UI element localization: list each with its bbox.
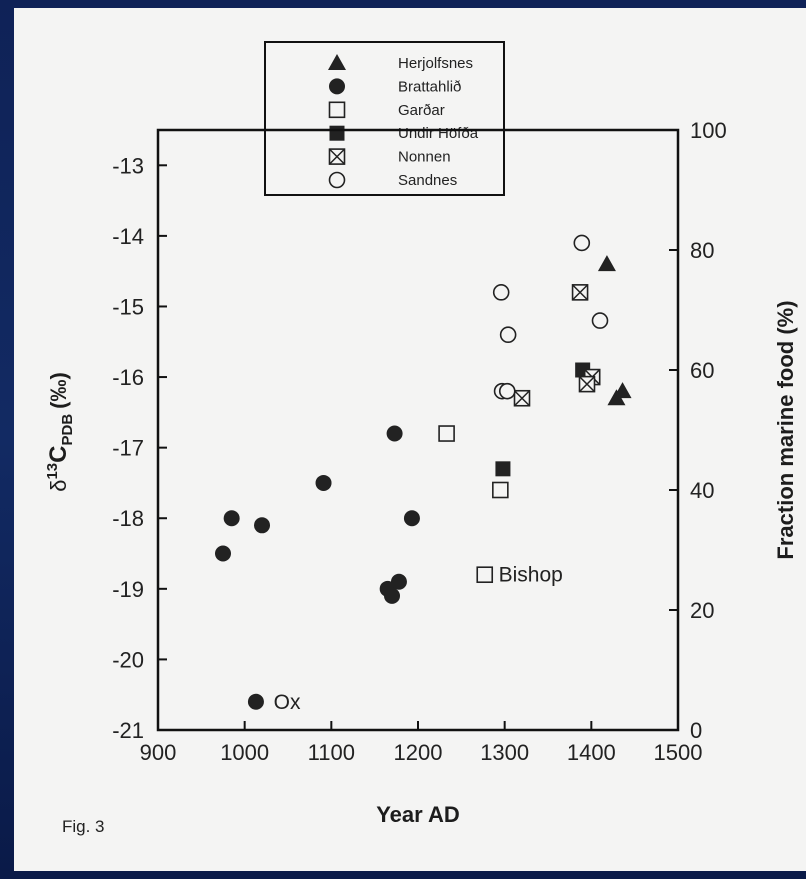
y-tick-label: -19	[112, 577, 144, 602]
y-axis-title-unit: (‰)	[46, 372, 71, 409]
y2-tick-label: 100	[690, 118, 727, 143]
y-axis-title-sub: PDB	[59, 414, 76, 446]
point-open-circle	[499, 326, 517, 344]
legend-marker-filled-square	[329, 125, 345, 141]
legend-marker-open-square	[328, 101, 346, 119]
legend-label: Brattahlið	[398, 78, 461, 95]
point-crossed-square	[578, 375, 596, 393]
point-open-circle	[498, 382, 516, 400]
point-crossed-square-cross-b	[572, 284, 589, 301]
point-filled-circle	[254, 517, 270, 534]
point-filled-circle	[384, 587, 400, 604]
x-tick-label: 1300	[480, 740, 529, 765]
x-tick-label: 1000	[220, 740, 269, 765]
point-filled-circle	[315, 474, 332, 491]
y-tick-label: -17	[112, 436, 144, 461]
point-open-square	[476, 566, 494, 584]
point-open-square	[438, 425, 455, 442]
data-points: Bishop Ox	[215, 234, 632, 714]
y-tick-label: -20	[112, 647, 144, 672]
y2-tick-label: 0	[690, 718, 702, 743]
legend-label: Herjolfsnes	[398, 55, 473, 72]
y-tick-label: -15	[112, 294, 144, 319]
point-triangle	[607, 389, 626, 406]
legend-label: Sandnes	[398, 172, 457, 189]
y-axis-title: δ13CPDB (‰)	[44, 372, 76, 492]
y-axis-title-main: C	[45, 446, 72, 463]
y-axis-title-symbol: δ	[46, 480, 71, 492]
legend-label: Garðar	[398, 102, 445, 119]
x-tick-label: 1500	[654, 740, 703, 765]
point-filled-circle	[390, 573, 407, 590]
x-axis-title: Year AD	[376, 802, 460, 827]
y2-tick-label: 20	[690, 598, 714, 623]
svg-text:δ13CPDB(‰): δ13CPDB (‰)	[44, 372, 76, 492]
legend: Herjolfsnes Brattahlið Garðar Undir Höfða No…	[264, 41, 505, 196]
legend-marker-filled-circle	[329, 78, 345, 95]
y-tick-label: -18	[112, 506, 144, 531]
legend-label: Nonnen	[398, 149, 451, 166]
point-open-square	[492, 481, 509, 499]
x-tick-label: 900	[140, 740, 177, 765]
point-filled-square	[495, 461, 511, 477]
y-tick-label: -16	[112, 365, 144, 390]
annotation-ox: Ox	[274, 691, 301, 714]
y-tick-label: -21	[112, 718, 144, 743]
point-open-circle	[492, 284, 510, 301]
legend-marker-crossed-square-cross-b	[328, 148, 346, 165]
point-crossed-square-cross-b	[513, 390, 531, 407]
plot-frame	[156, 128, 680, 732]
legend-marker-triangle	[328, 54, 346, 70]
point-open-circle	[591, 312, 609, 329]
axes: 900 1000 1100 1200 1300 1400 1500-13-14-15-16-…	[112, 118, 727, 765]
y2-tick-label: 80	[690, 238, 714, 263]
x-tick-label: 1400	[567, 740, 616, 765]
legend-marker-crossed-square	[328, 148, 346, 165]
point-crossed-square	[571, 284, 589, 301]
point-filled-circle	[215, 545, 231, 562]
x-tick-label: 1200	[394, 740, 443, 765]
point-filled-circle	[403, 510, 420, 527]
point-crossed-square	[513, 389, 531, 407]
y-axis-title-sup: 13	[44, 463, 61, 480]
y2-axis-title: Fraction marine food (%)	[773, 300, 798, 559]
annotation-bishop: Bishop	[499, 564, 563, 587]
point-filled-circle	[223, 510, 240, 527]
point-open-circle	[573, 234, 591, 252]
figure-label: Fig. 3	[62, 817, 105, 836]
x-tick-label: 1100	[308, 740, 355, 765]
y2-tick-label: 40	[690, 478, 714, 503]
y-tick-label: -14	[112, 224, 144, 249]
point-triangle	[597, 255, 616, 272]
y-tick-label: -13	[112, 153, 144, 178]
point-filled-circle	[247, 693, 264, 710]
point-crossed-square-cross-b	[578, 376, 596, 393]
legend-box	[264, 41, 505, 196]
legend-label: Undir Höfða	[398, 125, 479, 142]
y2-tick-label: 60	[690, 358, 714, 383]
point-filled-circle	[386, 425, 403, 442]
legend-marker-open-circle	[328, 171, 346, 189]
